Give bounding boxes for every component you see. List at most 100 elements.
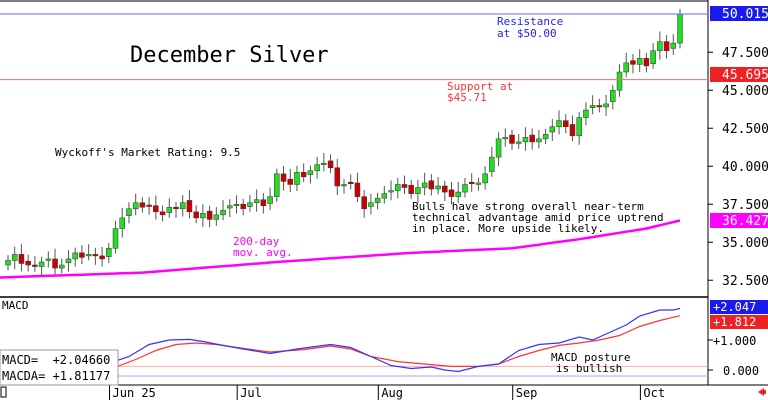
candle-body <box>361 196 367 210</box>
candle-body <box>509 134 515 144</box>
ma-value-box <box>710 213 768 228</box>
candle-body <box>677 13 683 44</box>
candle-body <box>421 182 428 188</box>
candle-body <box>38 261 45 267</box>
macda-value-box <box>710 315 768 329</box>
candle-body <box>45 258 52 261</box>
candle-body <box>482 173 488 184</box>
candle-body <box>126 208 132 216</box>
support-label-2: $45.71 <box>447 91 487 104</box>
candle-body <box>576 117 582 137</box>
candle-body <box>153 205 159 213</box>
time-tick-label: Jul <box>240 386 262 400</box>
candle-body <box>287 178 293 185</box>
candle-body <box>72 252 78 260</box>
candle-body <box>650 50 656 64</box>
support-value: 45.695 <box>722 68 768 83</box>
macd-legend-macd: MACD= +2.04660 <box>2 353 110 367</box>
candle-body <box>260 199 267 206</box>
price-tick-label: 40.000 <box>722 160 768 175</box>
candle-body <box>321 162 327 165</box>
resistance-value: 50.015 <box>722 7 768 22</box>
candle-body <box>415 187 421 194</box>
candle-body <box>85 254 92 257</box>
candle-body <box>529 134 535 143</box>
candle-body <box>159 211 166 216</box>
candle-body <box>495 138 502 158</box>
comment-line-2: technical advantage amid price uptrend <box>412 211 664 224</box>
candle-body <box>388 190 394 193</box>
macd-legend-macda: MACDA= +1.81177 <box>2 369 110 383</box>
candle-body <box>569 124 576 137</box>
macda-line <box>115 315 681 368</box>
candle-body <box>166 207 173 213</box>
macd-value: +2.047 <box>713 300 756 314</box>
candle-body <box>408 184 414 194</box>
candle-body <box>11 254 18 261</box>
candle-body <box>52 258 58 269</box>
candle-body <box>583 109 589 118</box>
price-tick-label: 45.000 <box>722 84 768 99</box>
candle-body <box>435 185 441 190</box>
candle-body <box>112 228 119 249</box>
macda-value: +1.812 <box>713 315 756 329</box>
candle-body <box>253 199 260 203</box>
candle-body <box>603 103 609 108</box>
candle-body <box>630 60 636 65</box>
ma-label-1: 200-day <box>233 235 280 248</box>
candle-body <box>92 254 99 257</box>
price-tick-label: 42.500 <box>722 122 768 137</box>
candle-body <box>274 173 280 197</box>
candle-body <box>119 217 125 229</box>
candle-body <box>670 42 677 49</box>
macd-note-2: is bullish <box>556 362 622 375</box>
price-tick-label: 32.500 <box>722 274 768 289</box>
candle-body <box>59 264 65 269</box>
candle-body <box>596 105 603 108</box>
candle-body <box>455 191 461 197</box>
comment-line-1: Bulls have strong overall near-term <box>412 200 644 213</box>
candle-body <box>502 137 509 140</box>
candle-body <box>428 180 435 190</box>
candle-body <box>610 89 616 102</box>
candle-body <box>468 181 475 184</box>
candle-body <box>663 41 670 51</box>
candle-body <box>179 202 186 210</box>
macd-tick-1: +1.000 <box>713 334 756 348</box>
ma-value: 36.427 <box>722 214 768 229</box>
candle-body <box>327 160 334 168</box>
candle-body <box>616 71 623 91</box>
candle-body <box>65 258 72 263</box>
candle-body <box>462 184 468 193</box>
candle-body <box>106 248 112 257</box>
candle-body <box>186 200 193 213</box>
time-tick-label: Aug <box>381 386 403 400</box>
macd-legend-box <box>0 349 119 386</box>
candle-body <box>300 172 307 178</box>
candle-body <box>247 202 253 207</box>
candle-body <box>549 126 556 133</box>
candle-body <box>213 214 220 220</box>
candle-body <box>307 170 314 175</box>
candle-body <box>99 255 105 260</box>
candle-body <box>542 134 549 140</box>
candle-body <box>657 41 663 51</box>
resistance-value-box <box>710 6 768 21</box>
candle-body <box>193 211 199 219</box>
candle-body <box>589 105 596 108</box>
candle-body <box>25 260 31 266</box>
candle-body <box>294 172 300 185</box>
candle-body <box>636 58 643 65</box>
scroll-handle[interactable] <box>0 386 7 398</box>
time-tick-label: Jun 25 <box>113 386 156 400</box>
candle-body <box>206 210 213 220</box>
candle-body <box>227 205 233 209</box>
ma200-line <box>0 219 681 279</box>
candle-body <box>522 137 529 143</box>
candle-body <box>233 203 240 206</box>
time-tick-label: Sep <box>516 386 538 400</box>
candle-body <box>448 189 455 197</box>
candle-body <box>368 202 374 207</box>
candle-body <box>280 173 287 182</box>
